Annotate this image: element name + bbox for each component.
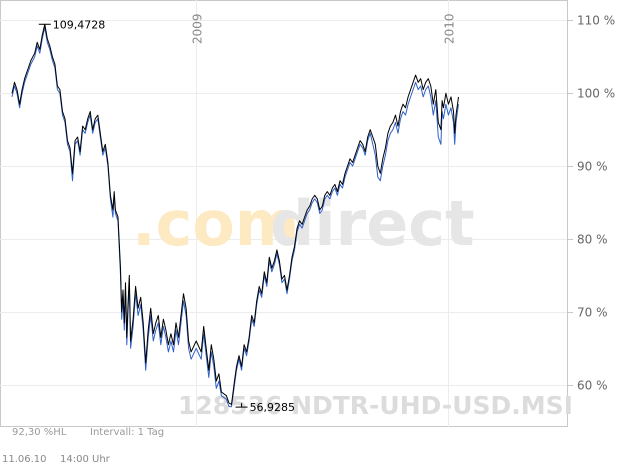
watermark-prefix: .com	[132, 187, 300, 260]
interval-label: Intervall: 1 Tag	[90, 427, 164, 438]
min-label: 56,9285	[250, 401, 296, 414]
y-tick-label: 100 %	[577, 87, 615, 101]
year-label: 2009	[191, 13, 205, 44]
y-tick-label: 110 %	[577, 14, 615, 28]
year-label: 2010	[443, 13, 457, 44]
series-line	[11, 23, 459, 405]
watermark-suffix: direct	[270, 187, 475, 260]
time-label: 14:00 Uhr	[60, 454, 111, 465]
y-tick-label: 60 %	[577, 379, 608, 393]
year-markers: 2009 2010	[191, 0, 457, 427]
instrument-label: 128536 NDTR-UHD-USD.MSI	[178, 391, 573, 420]
y-tick-label: 90 %	[577, 160, 608, 174]
date-label: 11.06.10	[2, 454, 47, 465]
y-tick-label: 70 %	[577, 306, 608, 320]
y-tick-label: 80 %	[577, 233, 608, 247]
hl-label: 92,30 %HL	[12, 427, 67, 438]
max-label: 109,4728	[53, 18, 106, 31]
annotations: 109,4728 56,9285	[38, 18, 296, 414]
plot-frame	[0, 0, 568, 427]
series-layer	[11, 23, 459, 408]
y-axis-ticks: 60 % 70 % 80 % 90 % 100 % 110 %	[567, 14, 615, 393]
grid	[0, 20, 567, 386]
